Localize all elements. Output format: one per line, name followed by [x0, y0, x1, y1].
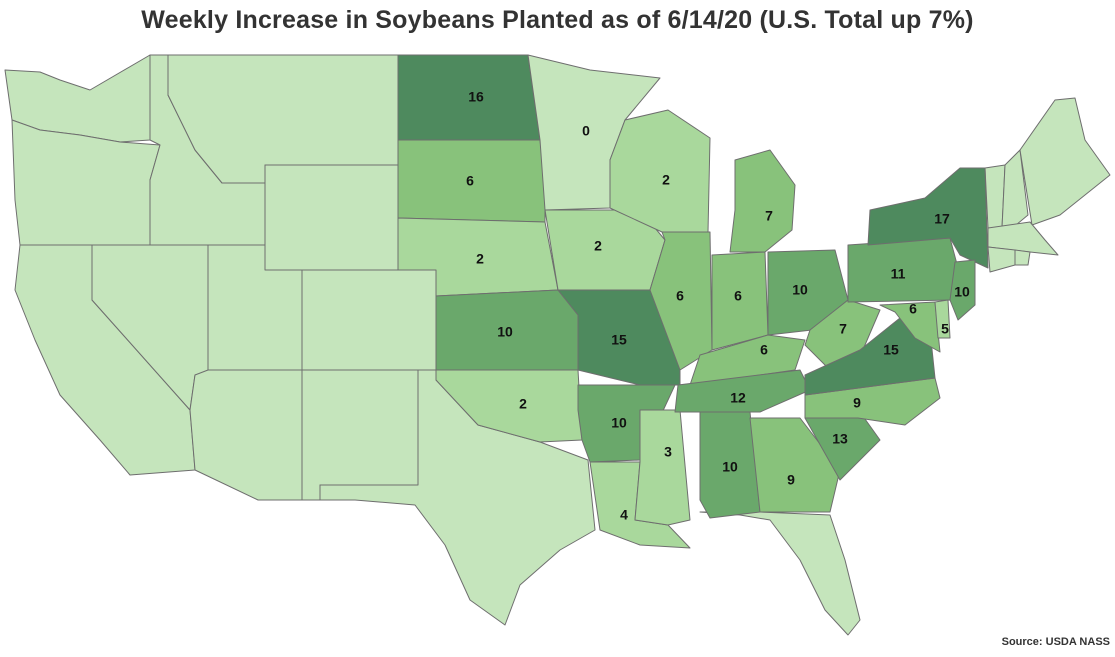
state-ny[interactable]: [867, 167, 989, 269]
state-il[interactable]: [649, 231, 713, 371]
state-value-label-nd: 16: [468, 89, 484, 105]
state-value-label-nc: 9: [853, 395, 861, 411]
state-tn[interactable]: [674, 369, 811, 413]
state-al[interactable]: [699, 411, 761, 519]
state-mi[interactable]: [729, 149, 796, 253]
state-value-label-mn: 0: [582, 123, 590, 139]
state-value-label-ne: 2: [476, 251, 484, 267]
state-value-label-ar: 10: [611, 415, 627, 431]
state-co[interactable]: [301, 269, 437, 371]
state-ct[interactable]: [987, 246, 1016, 273]
state-wi[interactable]: [609, 109, 711, 233]
unlabeled-states: [4, 54, 1111, 636]
state-md[interactable]: [879, 301, 941, 353]
state-value-label-pa: 11: [891, 266, 906, 282]
state-ga[interactable]: [749, 417, 841, 513]
value-labels: 16 6 2 10 2 0 2 15 10 4 2 6 3 7 6 6 12 10 10 7 9 13 9 15 11 17 10 6…: [466, 89, 970, 523]
state-de[interactable]: [934, 299, 951, 339]
state-me[interactable]: [1019, 97, 1111, 226]
state-value-label-al: 10: [722, 459, 738, 475]
state-value-label-va: 15: [883, 342, 899, 358]
state-value-label-ky: 6: [760, 342, 768, 358]
state-value-label-sc: 13: [832, 431, 848, 447]
state-value-label-la: 4: [620, 507, 628, 523]
state-value-label-ga: 9: [787, 472, 795, 488]
state-value-label-wv: 7: [839, 321, 847, 337]
state-fl[interactable]: [699, 511, 861, 636]
state-value-label-md: 6: [909, 301, 917, 317]
state-value-label-mo: 15: [611, 332, 627, 348]
state-value-label-il: 6: [676, 288, 684, 304]
state-value-label-sd: 6: [466, 173, 474, 189]
state-ri[interactable]: [1014, 249, 1031, 266]
map-title: Weekly Increase in Soybeans Planted as o…: [141, 6, 974, 34]
state-ms[interactable]: [634, 409, 691, 526]
state-value-label-ia: 2: [594, 238, 602, 254]
state-nj[interactable]: [949, 259, 976, 321]
state-value-label-ny: 17: [934, 211, 950, 227]
state-nm[interactable]: [301, 369, 419, 501]
state-value-label-wi: 2: [662, 172, 670, 188]
state-az[interactable]: [189, 369, 303, 501]
state-value-label-de: 5: [941, 321, 949, 337]
state-value-label-ks: 10: [497, 324, 513, 340]
state-value-label-nj: 10: [954, 284, 970, 300]
labeled-states: [397, 54, 989, 549]
state-value-label-mi: 7: [765, 208, 773, 224]
state-value-label-tn: 12: [730, 390, 746, 406]
state-value-label-oh: 10: [792, 282, 808, 298]
source-note: Source: USDA NASS: [1001, 636, 1110, 648]
state-wy[interactable]: [264, 164, 399, 271]
state-value-label-in: 6: [734, 288, 742, 304]
state-value-label-ms: 3: [664, 444, 672, 460]
state-nh[interactable]: [1001, 149, 1029, 231]
state-value-label-ok: 2: [519, 396, 527, 412]
